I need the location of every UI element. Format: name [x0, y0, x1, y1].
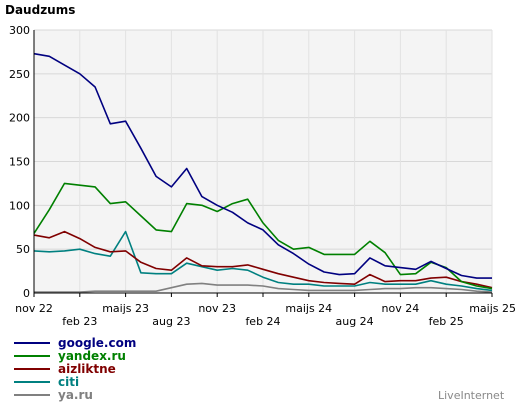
series-layer	[33, 52, 493, 293]
chart-title: Daudzums	[5, 3, 75, 17]
y-tick-label: 300	[9, 24, 30, 37]
series-line-citi	[33, 230, 493, 292]
y-tick-label: 100	[9, 199, 30, 212]
x-tick-label: aug 23	[152, 315, 190, 328]
x-tick-label: feb 23	[62, 315, 97, 328]
x-tick-label: maijs 25	[469, 302, 516, 315]
x-tick-label: maijs 23	[102, 302, 149, 315]
y-tick-label: 200	[9, 112, 30, 125]
x-tick-label: feb 24	[245, 315, 280, 328]
y-tick-label: 150	[9, 156, 30, 169]
legend-label: aizliktne	[58, 362, 116, 376]
series-line-google-com	[33, 52, 492, 279]
series-line-yandex-ru	[33, 182, 493, 290]
chart-credit: LiveInternet	[438, 389, 505, 402]
y-axis-ticks: 0 50 100 150 200 250 300	[9, 24, 30, 300]
series-line-aizliktne	[33, 230, 493, 289]
series-line-ya-ru	[34, 282, 493, 293]
x-tick-label: feb 25	[429, 315, 464, 328]
legend-label: citi	[58, 375, 79, 389]
y-tick-label: 250	[9, 68, 30, 81]
x-tick-label: maijs 24	[285, 302, 332, 315]
y-tick-label: 0	[23, 287, 30, 300]
x-tick-label: nov 23	[198, 302, 236, 315]
y-tick-label: 50	[16, 243, 30, 256]
legend-label: google.com	[58, 336, 136, 350]
legend-label: yandex.ru	[58, 349, 126, 363]
x-tick-label: aug 24	[335, 315, 373, 328]
x-tick-label: nov 24	[382, 302, 420, 315]
legend-label: ya.ru	[58, 388, 93, 402]
x-tick-label: nov 22	[15, 302, 53, 315]
